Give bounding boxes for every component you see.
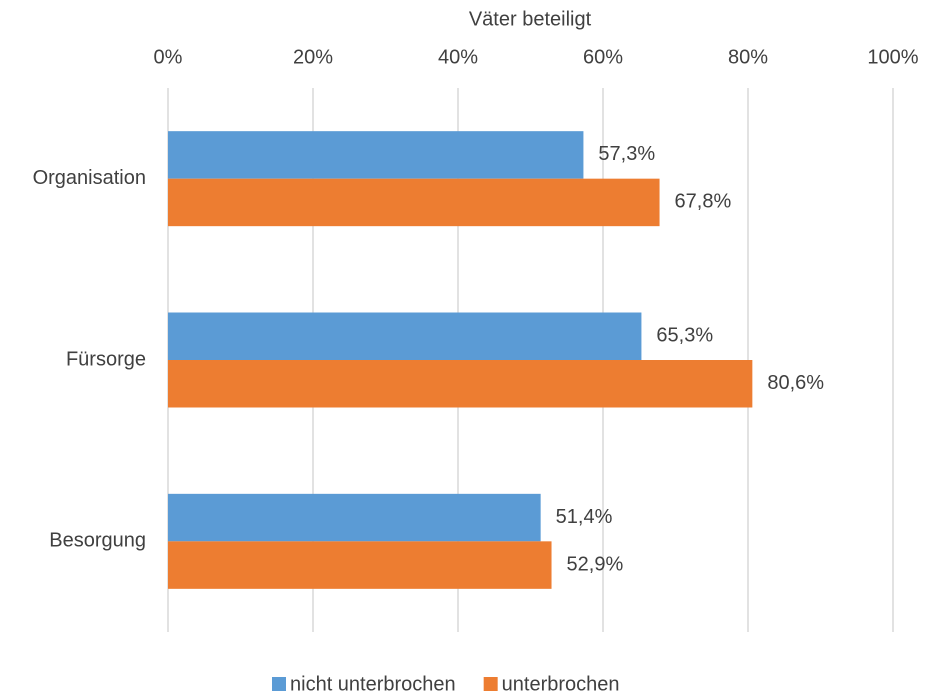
data-label: 80,6% [767, 372, 824, 394]
y-tick-label: Besorgung [49, 530, 146, 552]
y-tick-label: Organisation [33, 167, 146, 189]
bar [168, 131, 584, 179]
y-tick-label: Fürsorge [66, 348, 146, 370]
data-label: 52,9% [567, 553, 624, 575]
legend-swatch [483, 677, 498, 691]
x-tick-label: 20% [293, 46, 333, 68]
x-tick-label: 80% [728, 46, 768, 68]
legend-swatch [272, 677, 286, 691]
x-tick-label: 40% [438, 46, 478, 68]
bar [168, 541, 552, 589]
data-label: 67,8% [675, 191, 732, 213]
x-tick-label: 100% [867, 46, 918, 68]
bar [168, 312, 642, 360]
bar [168, 178, 660, 227]
legend-label: unterbrochen [502, 673, 620, 694]
data-label: 57,3% [598, 143, 655, 165]
data-label: 65,3% [656, 325, 713, 347]
bar [168, 493, 541, 542]
x-tick-label: 0% [154, 46, 183, 68]
legend-label: nicht unterbrochen [290, 673, 456, 694]
data-label: 51,4% [556, 506, 613, 528]
bar [168, 360, 753, 408]
axis-title: Väter beteiligt [469, 8, 592, 30]
x-tick-label: 60% [583, 46, 623, 68]
